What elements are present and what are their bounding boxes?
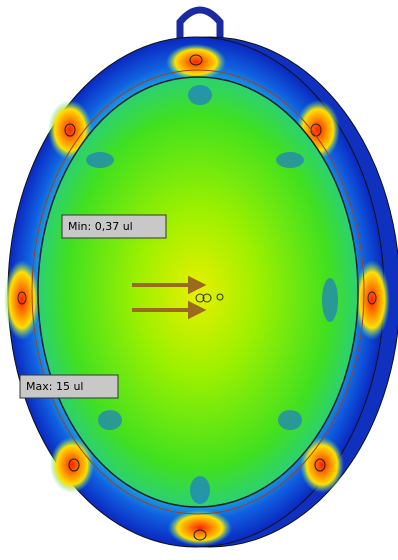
fea-view: Min: 0,37 ul Max: 15 ul (0, 0, 398, 556)
min-label: Min: 0,37 ul (68, 220, 133, 233)
page: {"labels": {"min": "Min: 0,37 ul", "max"… (0, 0, 398, 556)
inner-plate (38, 77, 358, 507)
max-label: Max: 15 ul (26, 380, 83, 393)
